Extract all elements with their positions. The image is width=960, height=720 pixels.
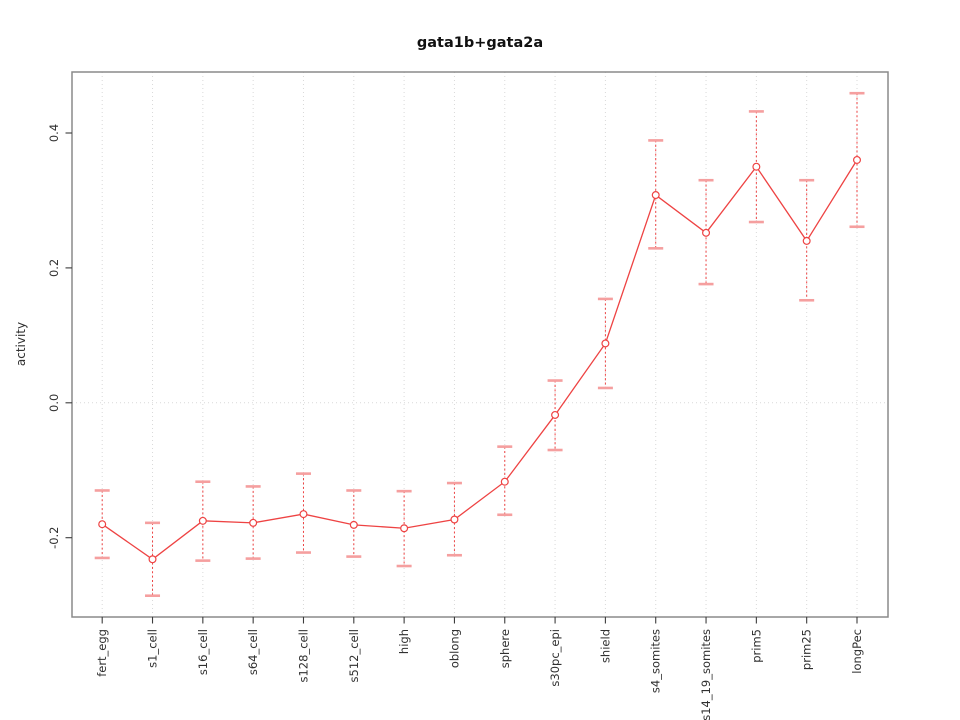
x-tick-label: prim25 — [800, 629, 814, 670]
data-point — [299, 510, 308, 519]
y-tick-label: 0.4 — [47, 124, 61, 142]
x-tick-label: fert_egg — [95, 629, 109, 677]
gridlines — [72, 72, 888, 617]
x-tick-label: longPec — [850, 629, 864, 674]
data-point — [450, 515, 459, 524]
data-point — [601, 339, 610, 348]
x-tick-label: s64_cell — [246, 629, 260, 675]
axes: fert_egg s1_cell s16_cell s64_cell s128_cell… — [47, 124, 864, 720]
data-point — [802, 236, 811, 245]
plot-box — [71, 71, 889, 618]
x-tick-label: s14_19_somites — [699, 629, 713, 720]
x-tick-label: s30pc_epi — [548, 629, 562, 687]
data-point — [852, 155, 861, 164]
data-point — [400, 524, 409, 533]
series-polyline — [101, 159, 858, 561]
data-point — [551, 410, 560, 419]
plot-border — [71, 71, 889, 618]
y-tick-label: 0.2 — [47, 259, 61, 277]
x-tick-label: s16_cell — [196, 629, 210, 675]
x-tick-label: sphere — [498, 629, 512, 668]
x-tick-label: shield — [598, 629, 612, 663]
y-tick-label: -0.2 — [47, 526, 61, 548]
error-bars — [94, 91, 865, 598]
data-point — [651, 191, 660, 200]
y-axis-label: activity — [14, 322, 28, 366]
data-point — [198, 516, 207, 525]
data-point — [702, 228, 711, 237]
x-tick-label: s1_cell — [146, 629, 160, 668]
y-tick-label: 0.0 — [47, 394, 61, 412]
data-points — [98, 155, 861, 564]
series-line — [101, 159, 858, 561]
data-point — [752, 162, 761, 171]
data-point — [249, 518, 258, 527]
data-point — [98, 520, 107, 529]
x-tick-label: oblong — [447, 629, 461, 668]
x-tick-label: high — [397, 629, 411, 654]
data-point — [500, 477, 509, 486]
x-tick-label: s128_cell — [296, 629, 310, 682]
x-tick-label: s512_cell — [347, 629, 361, 682]
chart-title: gata1b+gata2a — [417, 35, 543, 51]
x-tick-label: prim5 — [749, 629, 763, 663]
x-tick-label: s4_somites — [649, 629, 663, 693]
data-point — [349, 520, 358, 529]
data-point — [148, 555, 157, 564]
